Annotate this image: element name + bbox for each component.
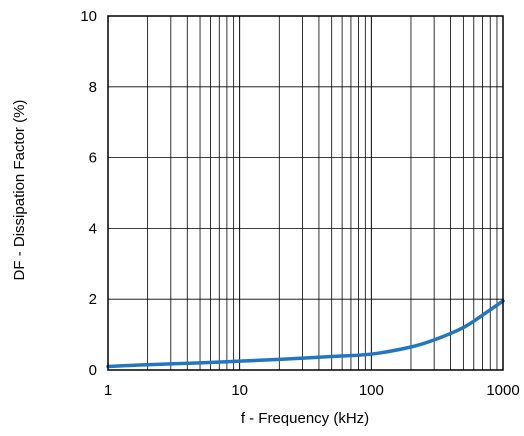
y-axis-label: DF - Dissipation Factor (%) xyxy=(11,100,28,281)
x-tick-label: 10 xyxy=(231,382,248,399)
x-tick-label: 1000 xyxy=(486,382,519,399)
grid-lines xyxy=(108,16,503,370)
x-tick-label: 100 xyxy=(359,382,384,399)
y-tick-label: 0 xyxy=(89,362,97,379)
y-axis-ticks: 0 2 4 6 8 10 xyxy=(80,8,97,379)
series-layer xyxy=(106,299,505,369)
series-line xyxy=(106,299,505,369)
x-axis-ticks: 1 10 100 1000 xyxy=(104,382,520,399)
y-tick-label: 8 xyxy=(89,79,97,96)
y-tick-label: 6 xyxy=(89,150,97,167)
x-axis-label: f - Frequency (kHz) xyxy=(241,410,369,427)
plot-frame xyxy=(107,15,504,371)
y-tick-label: 4 xyxy=(89,220,97,237)
x-tick-label: 1 xyxy=(104,382,112,399)
y-tick-label: 2 xyxy=(89,291,97,308)
y-tick-label: 10 xyxy=(80,8,97,25)
